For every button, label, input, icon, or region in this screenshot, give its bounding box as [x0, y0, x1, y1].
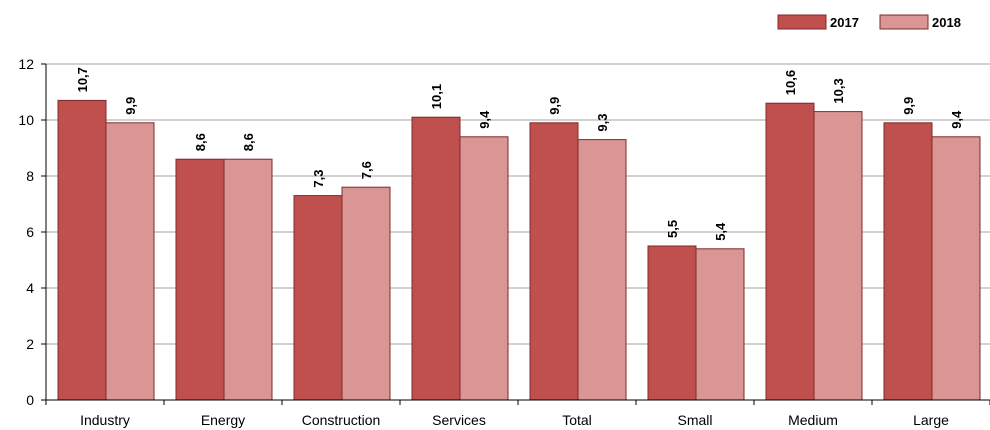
- x-tick-label-medium: Medium: [788, 412, 838, 428]
- bar-2018-medium: [813, 111, 863, 401]
- bar-2017-medium: [765, 102, 815, 401]
- bar-2017-services: [411, 116, 461, 401]
- axes: [41, 63, 990, 405]
- y-tick-label: 12: [18, 56, 34, 72]
- bar-2017-small: [647, 245, 697, 401]
- data-label-2018-industry: 9,9: [123, 97, 138, 115]
- x-tick-label-services: Services: [432, 412, 486, 428]
- legend: 2017 2018: [777, 14, 961, 30]
- data-label-2017-construction: 7,3: [311, 170, 326, 188]
- x-tick-label-energy: Energy: [201, 412, 245, 428]
- bars: [57, 99, 981, 401]
- y-tick-label: 0: [26, 392, 34, 408]
- x-tick-label-total: Total: [562, 412, 592, 428]
- data-label-2017-energy: 8,6: [193, 133, 208, 151]
- legend-label-2018: 2018: [932, 15, 961, 30]
- data-label-2018-services: 9,4: [477, 110, 492, 129]
- data-label-2018-medium: 10,3: [831, 78, 846, 103]
- y-tick-label: 2: [26, 336, 34, 352]
- bar-2017-construction: [293, 195, 343, 401]
- data-label-2018-construction: 7,6: [359, 161, 374, 179]
- data-label-2018-large: 9,4: [949, 110, 964, 129]
- bar-2017-total: [529, 122, 579, 401]
- bar-2018-small: [695, 248, 745, 401]
- data-label-2017-small: 5,5: [665, 220, 680, 238]
- data-label-2017-industry: 10,7: [75, 67, 90, 92]
- y-tick-label: 10: [18, 112, 34, 128]
- bar-2018-construction: [341, 186, 391, 401]
- data-label-2017-medium: 10,6: [783, 70, 798, 95]
- bar-2018-total: [577, 139, 627, 401]
- x-tick-label-large: Large: [913, 412, 949, 428]
- data-label-2017-services: 10,1: [429, 84, 444, 109]
- x-tick-label-small: Small: [677, 412, 712, 428]
- data-label-2018-energy: 8,6: [241, 133, 256, 151]
- bar-2018-industry: [105, 122, 155, 401]
- bar-2018-energy: [223, 158, 273, 401]
- legend-swatch-2018: [879, 14, 929, 30]
- bar-2017-industry: [57, 99, 107, 401]
- bar-2017-large: [883, 122, 933, 401]
- y-tick-labels: 0 2 4 6 8 10 12: [18, 56, 34, 408]
- y-tick-label: 6: [26, 224, 34, 240]
- x-tick-label-industry: Industry: [80, 412, 130, 428]
- bar-2018-large: [931, 136, 981, 401]
- bar-2017-energy: [175, 158, 225, 401]
- x-tick-label-construction: Construction: [302, 412, 381, 428]
- x-tick-labels: Industry Energy Construction Services Total S…: [80, 412, 949, 428]
- y-tick-label: 4: [26, 280, 34, 296]
- data-label-2017-total: 9,9: [547, 97, 562, 115]
- data-label-2018-small: 5,4: [713, 222, 728, 241]
- data-labels: 10,7 9,9 8,6 8,6 7,3 7,6 10,1 9,4 9,9 9,3 5,5 5,4 10…: [75, 67, 964, 241]
- data-label-2018-total: 9,3: [595, 114, 610, 132]
- bar-2018-services: [459, 136, 509, 401]
- legend-label-2017: 2017: [830, 15, 859, 30]
- y-tick-label: 8: [26, 168, 34, 184]
- data-label-2017-large: 9,9: [901, 97, 916, 115]
- legend-swatch-2017: [777, 14, 827, 30]
